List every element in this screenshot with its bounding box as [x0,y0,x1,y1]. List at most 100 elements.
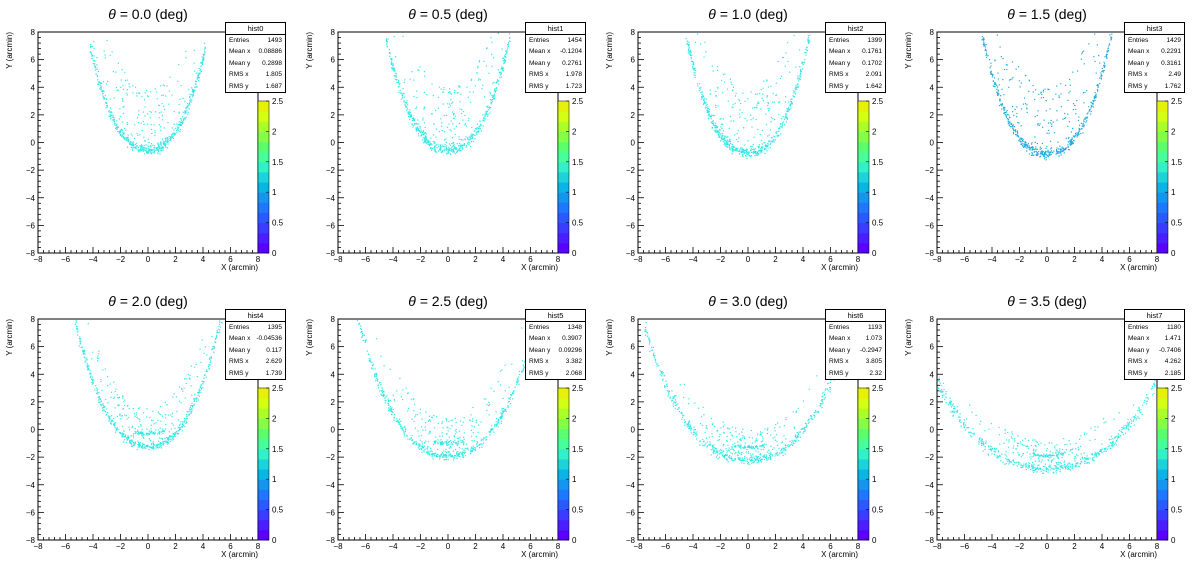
scatter-point [497,426,499,428]
scatter-point [409,438,411,441]
scatter-point [414,118,416,120]
scatter-point [422,139,424,141]
scatter-point [1003,107,1005,110]
scatter-point [428,420,430,422]
scatter-point [92,351,94,353]
scatter-point [714,104,717,107]
scatter-point [118,404,120,406]
scatter-point [411,115,413,117]
scatter-point [179,427,181,429]
scatter-point [796,86,798,88]
palette-frame [557,100,570,254]
scatter-point [443,450,445,452]
scatter-point [437,453,439,455]
scatter-point [471,447,473,449]
scatter-point [1069,141,1072,143]
scatter-point [457,443,459,445]
y-tick-label: −2 [626,166,636,175]
scatter-point [703,97,705,99]
scatter-point [205,370,207,372]
scatter-point [144,106,146,108]
scatter-point [692,63,695,65]
scatter-point [156,445,158,448]
scatter-point [179,423,182,425]
scatter-point [717,129,719,132]
scatter-point [453,113,455,115]
palette-segment [858,171,869,183]
palette-segment [1157,111,1168,122]
scatter-point [456,151,458,154]
scatter-point [416,106,418,108]
scatter-point [439,147,442,149]
scatter-point [178,123,180,126]
scatter-point [179,428,182,431]
scatter-point [448,143,450,145]
scatter-point [128,416,130,419]
scatter-point [145,150,147,152]
scatter-point [221,321,223,323]
scatter-point [216,331,218,333]
scatter-point [461,109,463,111]
scatter-point [417,430,419,432]
scatter-point [432,453,434,455]
scatter-point [397,80,400,82]
scatter-point [984,46,986,48]
palette-segment [258,418,269,430]
scatter-point [157,145,160,147]
scatter-point [764,142,766,144]
scatter-point [146,428,148,430]
scatter-point [154,132,156,134]
scatter-point [772,92,774,94]
scatter-point [409,78,411,80]
scatter-point [411,120,413,122]
scatter-point [1039,155,1042,157]
scatter-point [165,423,167,425]
scatter-point [393,413,396,416]
scatter-point [427,139,429,141]
scatter-point [158,124,160,126]
scatter-point [688,46,690,49]
scatter-point [90,51,92,53]
scatter-point [1102,70,1104,72]
scatter-point [132,407,134,410]
scatter-point [1024,141,1026,143]
scatter-point [456,444,458,446]
scatter-point [111,51,113,53]
scatter-point [431,456,433,458]
scatter-point [162,443,164,445]
palette-segment [1157,151,1168,163]
scatter-point [766,80,768,82]
scatter-point [106,104,108,107]
scatter-point [150,151,152,153]
scatter-point [91,55,94,57]
scatter-point [168,437,170,439]
scatter-point [689,54,692,57]
scatter-point [98,391,100,394]
scatter-point [473,447,475,449]
scatter-point [158,144,160,146]
scatter-point [395,75,397,77]
scatter-point [492,95,494,97]
scatter-point [473,440,475,442]
scatter-point [423,133,425,136]
scatter-point [461,144,463,146]
scatter-point [109,98,111,100]
scatter-point [211,335,213,338]
scatter-point [442,427,444,429]
scatter-point [119,108,121,110]
scatter-point [485,438,488,440]
scatter-point [1105,56,1108,58]
scatter-point [178,103,180,106]
scatter-point [472,134,474,136]
x-tick-label: −8 [33,542,43,551]
scatter-point [412,119,415,121]
scatter-point [454,449,457,451]
scatter-point [781,57,784,59]
scatter-point [203,57,205,59]
scatter-point [89,45,92,48]
scatter-point [788,106,790,108]
scatter-point [202,59,205,61]
scatter-point [203,352,205,354]
scatter-point [1107,48,1109,50]
scatter-point [408,111,410,113]
